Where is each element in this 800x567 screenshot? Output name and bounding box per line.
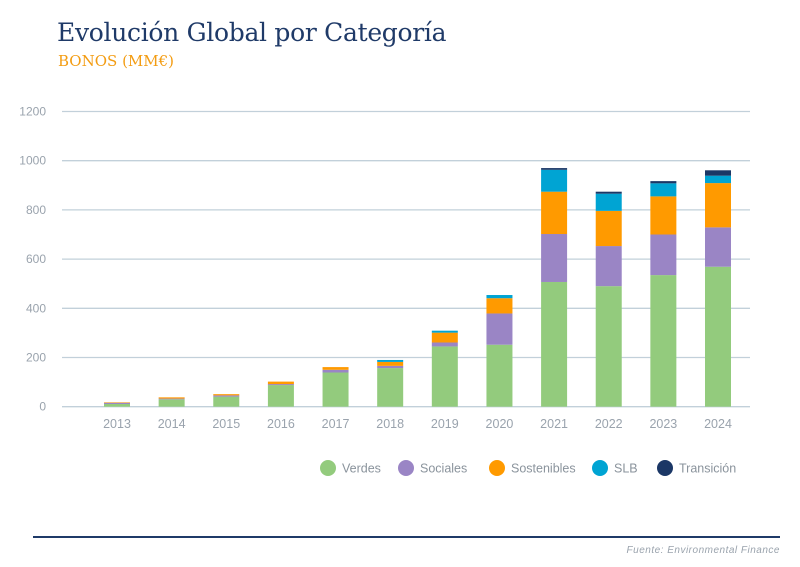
bar-segment-transición bbox=[705, 170, 731, 176]
bar-segment-sostenibles bbox=[267, 381, 294, 385]
y-tick-label: 800 bbox=[26, 203, 46, 217]
y-tick-label: 0 bbox=[39, 400, 46, 414]
bar-segment-sostenibles bbox=[541, 191, 568, 235]
bar-segment-sociales bbox=[322, 369, 349, 373]
bar-segment-slb bbox=[595, 193, 622, 211]
chart-title: Evolución Global por Categoría bbox=[57, 18, 447, 47]
x-tick-label: 2017 bbox=[322, 417, 350, 431]
x-tick-label: 2018 bbox=[376, 417, 404, 431]
bar-segment-transición bbox=[595, 191, 622, 194]
legend-label: Sociales bbox=[420, 462, 467, 476]
legend-label: SLB bbox=[614, 462, 638, 476]
bar-segment-slb bbox=[541, 169, 568, 192]
bar-segment-slb bbox=[377, 359, 404, 362]
bar-segment-sociales bbox=[705, 227, 731, 267]
x-tick-label: 2020 bbox=[486, 417, 514, 431]
y-tick-label: 1000 bbox=[19, 154, 46, 168]
bar-segment-verdes bbox=[541, 281, 568, 407]
bar-segment-verdes bbox=[486, 344, 513, 407]
x-tick-label: 2016 bbox=[267, 417, 295, 431]
bar-segment-verdes bbox=[267, 385, 294, 407]
bar-segment-slb bbox=[431, 330, 458, 333]
bar-segment-transición bbox=[650, 181, 677, 184]
stacked-bar-chart: 0 200 400 600 800 1000 1200 2013 2014 2015 2016 201… bbox=[19, 105, 750, 476]
bar-segment-sociales bbox=[104, 402, 130, 404]
x-tick-label: 2015 bbox=[212, 417, 240, 431]
bar-segment-transición bbox=[541, 168, 568, 170]
bar-segment-sociales bbox=[431, 342, 458, 347]
bar-segment-sociales bbox=[541, 234, 568, 282]
y-tick-label: 1200 bbox=[19, 105, 46, 119]
bar-segment-sostenibles bbox=[705, 183, 731, 228]
bar-segment-verdes bbox=[431, 346, 458, 407]
bar-segment-sostenibles bbox=[377, 361, 404, 366]
bar-segment-sociales bbox=[486, 313, 513, 345]
bar-segment-sostenibles bbox=[486, 298, 513, 314]
bar-segment-sostenibles bbox=[595, 210, 622, 247]
x-tick-label: 2013 bbox=[103, 417, 131, 431]
bar-segment-sostenibles bbox=[431, 332, 458, 343]
source-note: Fuente: Environmental Finance bbox=[626, 545, 780, 556]
bar-segment-sostenibles bbox=[322, 367, 349, 370]
footer-divider bbox=[33, 536, 780, 538]
x-tick-label: 2022 bbox=[595, 417, 623, 431]
legend-marker bbox=[657, 460, 673, 476]
bar-segment-sociales bbox=[650, 234, 677, 276]
legend-label: Sostenibles bbox=[511, 462, 576, 476]
y-tick-label: 400 bbox=[26, 301, 46, 315]
legend-label: Transición bbox=[679, 462, 736, 476]
bar-segment-verdes bbox=[377, 368, 404, 407]
bar-segment-verdes bbox=[213, 396, 240, 407]
bar-segment-sostenibles bbox=[213, 394, 240, 396]
x-tick-label: 2014 bbox=[158, 417, 186, 431]
bar-segment-sociales bbox=[158, 398, 185, 400]
bar-segment-verdes bbox=[650, 275, 677, 407]
x-tick-label: 2021 bbox=[540, 417, 568, 431]
bar-segment-slb bbox=[705, 175, 731, 184]
y-tick-label: 200 bbox=[26, 351, 46, 365]
bar-segment-sociales bbox=[267, 384, 294, 386]
bar-segment-sociales bbox=[377, 365, 404, 369]
legend-label: Verdes bbox=[342, 462, 381, 476]
x-tick-label: 2024 bbox=[704, 417, 732, 431]
legend-marker bbox=[320, 460, 336, 476]
bar-segment-sociales bbox=[595, 246, 622, 287]
bar-segment-verdes bbox=[322, 372, 349, 407]
bar-segment-verdes bbox=[595, 286, 622, 407]
x-tick-label: 2023 bbox=[649, 417, 677, 431]
chart-subtitle: BONOS (MM€) bbox=[58, 52, 175, 70]
bar-segment-sociales bbox=[213, 395, 240, 397]
bar-segment-sostenibles bbox=[158, 397, 185, 399]
bar-segment-verdes bbox=[705, 266, 731, 407]
bar-segment-verdes bbox=[104, 403, 130, 407]
bar-segment-slb bbox=[650, 183, 677, 197]
legend-marker bbox=[489, 460, 505, 476]
legend-marker bbox=[398, 460, 414, 476]
y-tick-label: 600 bbox=[26, 252, 46, 266]
bar-segment-sostenibles bbox=[650, 196, 677, 235]
x-tick-label: 2019 bbox=[431, 417, 459, 431]
bar-segment-slb bbox=[486, 295, 513, 299]
legend-marker bbox=[592, 460, 608, 476]
bar-segment-verdes bbox=[158, 399, 185, 407]
